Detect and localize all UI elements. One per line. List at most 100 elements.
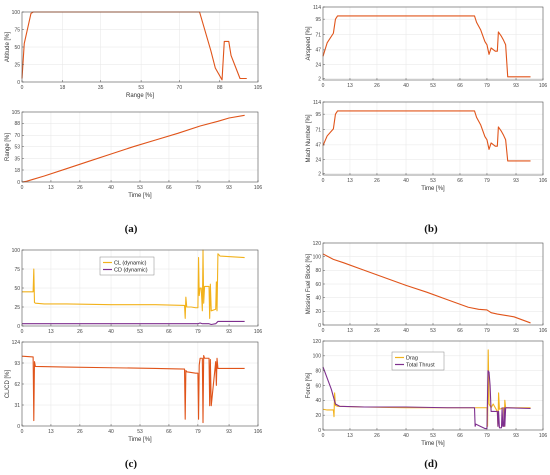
caption-b: (b): [424, 223, 438, 235]
x-tick-label: 93: [226, 329, 232, 335]
legend-entry: Total Thrust: [406, 362, 435, 368]
x-tick-label: 93: [513, 83, 519, 89]
y-tick-label: 71: [315, 32, 321, 38]
y-tick-label: 120: [313, 339, 322, 345]
x-tick-label: 79: [484, 178, 490, 184]
x-tick-label: 79: [484, 83, 490, 89]
y-tick-label: 47: [315, 143, 321, 149]
x-tick-label: 106: [539, 433, 548, 439]
y-tick-label: 0: [17, 324, 20, 330]
y-tick-label: 35: [14, 156, 20, 162]
series-line-c-bottom: [21, 354, 245, 424]
series-line-d-top: [322, 253, 531, 324]
x-tick-label: 0: [21, 429, 24, 435]
x-axis-label: Range [%]: [126, 93, 154, 99]
x-tick-label: 40: [403, 178, 409, 184]
y-axis-label: Mission Fuel Block [%]: [306, 253, 312, 314]
x-tick-label: 0: [322, 433, 325, 439]
x-tick-label: 66: [457, 178, 463, 184]
x-tick-label: 79: [195, 429, 201, 435]
x-tick-label: 40: [403, 433, 409, 439]
x-tick-label: 106: [254, 329, 263, 335]
y-tick-label: 70: [14, 133, 20, 139]
y-tick-label: 100: [313, 254, 322, 260]
x-tick-label: 13: [48, 329, 54, 335]
y-tick-label: 80: [315, 268, 321, 274]
chart-c-top: 0 13 26 40 53 66 79 93 106 0 25 50 75 100 CL (dynamic)…: [12, 248, 263, 335]
x-tick-label: 66: [457, 83, 463, 89]
x-tick-label: 0: [322, 83, 325, 89]
x-tick-label: 53: [430, 328, 436, 334]
x-tick-label: 0: [21, 185, 24, 191]
x-tick-label: 13: [48, 185, 54, 191]
y-tick-label: 75: [14, 27, 20, 33]
y-tick-label: 40: [315, 398, 321, 404]
legend-box: [99, 256, 155, 276]
y-tick-label: 40: [315, 295, 321, 301]
x-tick-label: 106: [539, 178, 548, 184]
x-axis-label: Time [%]: [421, 186, 445, 192]
y-tick-label: 95: [315, 112, 321, 118]
x-tick-label: 40: [403, 328, 409, 334]
chart-d-top: 0 13 26 40 53 66 79 93 106 0 20 40 60 80 100 120Mission…: [306, 241, 547, 334]
x-tick-label: 53: [138, 85, 144, 91]
x-tick-label: 53: [430, 433, 436, 439]
y-tick-label: 88: [14, 121, 20, 127]
legend: CL (dynamic)CD (dynamic): [99, 256, 155, 276]
y-tick-label: 114: [313, 5, 321, 11]
y-tick-label: 0: [17, 180, 20, 186]
y-tick-label: 60: [315, 383, 321, 389]
y-tick-label: 24: [315, 157, 321, 163]
legend-box: [391, 351, 445, 371]
x-tick-label: 93: [226, 429, 232, 435]
x-tick-label: 79: [484, 433, 490, 439]
y-tick-label: 100: [313, 354, 322, 360]
chart-b-bottom: 0 13 26 40 53 66 79 93 106 2 24 47 71 95 114 Time [%] Ma…: [306, 100, 547, 192]
chart-d-bottom: 0 13 26 40 53 66 79 93 106 0 20 40 60 80 100 120 Time [%…: [306, 339, 547, 447]
legend-entry: CD (dynamic): [114, 267, 148, 273]
y-tick-label: 25: [14, 62, 20, 68]
x-tick-label: 106: [539, 83, 548, 89]
x-tick-label: 13: [347, 328, 353, 334]
y-tick-label: 120: [313, 241, 322, 247]
x-tick-label: 88: [217, 85, 223, 91]
y-tick-label: 24: [315, 62, 321, 68]
y-tick-label: 0: [318, 428, 321, 434]
x-tick-label: 106: [254, 185, 263, 191]
x-tick-label: 26: [374, 433, 380, 439]
x-tick-label: 66: [166, 185, 172, 191]
y-tick-label: 114: [313, 100, 321, 106]
x-tick-label: 106: [254, 429, 263, 435]
caption-d: (d): [424, 458, 438, 470]
legend-entry: CL (dynamic): [114, 260, 147, 266]
caption-a: (a): [125, 223, 138, 235]
y-tick-label: 75: [14, 267, 20, 273]
y-tick-label: 62: [14, 382, 20, 388]
y-tick-label: 100: [12, 10, 21, 16]
y-axis-label: Airspeed [%]: [306, 26, 312, 60]
x-tick-label: 26: [374, 178, 380, 184]
series-line-cd-dynamic-: [22, 320, 245, 326]
x-tick-label: 40: [403, 83, 409, 89]
x-tick-label: 93: [226, 185, 232, 191]
x-tick-label: 26: [77, 429, 83, 435]
y-tick-label: 2: [318, 172, 321, 178]
x-tick-label: 26: [374, 328, 380, 334]
legend-entry: Drag: [406, 355, 418, 361]
chart-c-bottom: 0 13 26 40 53 66 79 93 106 0 31 62 93 124 Time [%] CL/C…: [5, 340, 262, 443]
x-tick-label: 66: [166, 329, 172, 335]
series-line-b-top: [322, 15, 531, 78]
series-line-a-top: [21, 11, 247, 81]
x-tick-label: 79: [195, 329, 201, 335]
y-tick-label: 25: [14, 305, 20, 311]
y-axis-label: CL/CD [%]: [5, 370, 11, 399]
series-line-total-thrust: [322, 366, 531, 430]
x-tick-label: 93: [513, 433, 519, 439]
y-tick-label: 50: [14, 286, 20, 292]
x-tick-label: 0: [322, 328, 325, 334]
y-tick-label: 0: [17, 80, 20, 86]
x-tick-label: 0: [21, 85, 24, 91]
y-tick-label: 31: [14, 403, 20, 409]
